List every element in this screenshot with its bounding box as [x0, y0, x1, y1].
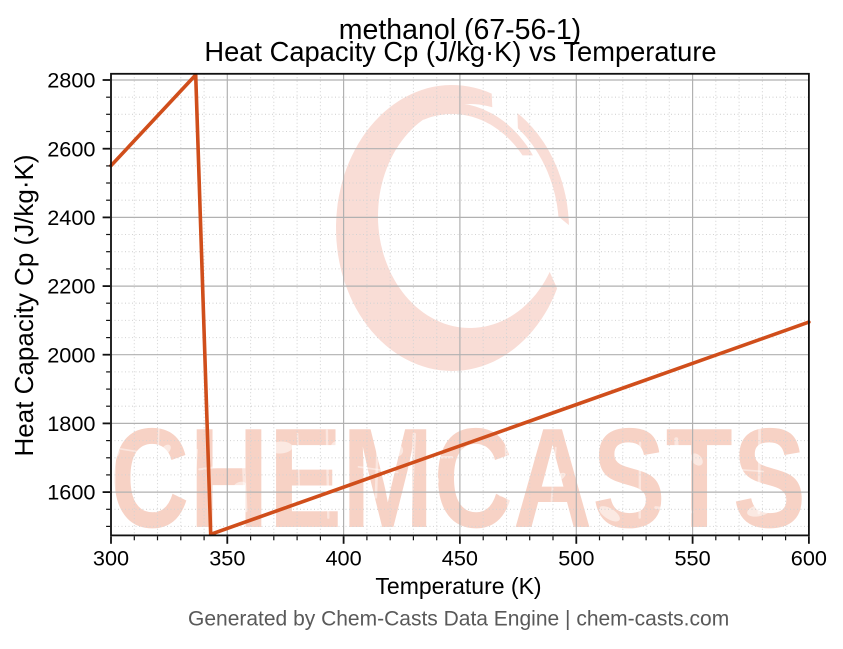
svg-text:500: 500	[558, 546, 594, 571]
svg-text:Temperature (K): Temperature (K)	[375, 573, 541, 599]
svg-text:2200: 2200	[47, 274, 95, 299]
svg-text:2600: 2600	[47, 136, 95, 161]
svg-text:300: 300	[93, 546, 129, 571]
svg-text:600: 600	[791, 546, 827, 571]
svg-text:550: 550	[675, 546, 711, 571]
svg-text:2000: 2000	[47, 342, 95, 367]
svg-text:1600: 1600	[47, 480, 95, 505]
svg-text:1800: 1800	[47, 411, 95, 436]
svg-text:350: 350	[209, 546, 245, 571]
svg-text:Heat Capacity Cp (J/kg·K) vs T: Heat Capacity Cp (J/kg·K) vs Temperature	[204, 36, 716, 67]
svg-text:Generated by Chem-Casts Data E: Generated by Chem-Casts Data Engine | ch…	[188, 607, 729, 630]
svg-text:450: 450	[442, 546, 478, 571]
svg-text:2400: 2400	[47, 205, 95, 230]
svg-text:400: 400	[326, 546, 362, 571]
svg-text:2800: 2800	[47, 68, 95, 93]
svg-text:Heat Capacity Cp (J/kg·K): Heat Capacity Cp (J/kg·K)	[9, 155, 39, 457]
